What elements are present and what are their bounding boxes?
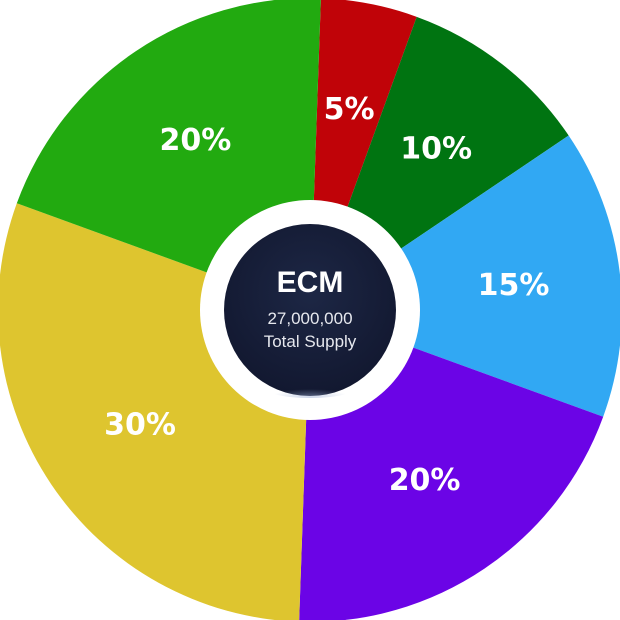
slice-label-2: 10% xyxy=(400,132,472,167)
center-badge-glow xyxy=(265,378,355,398)
slice-label-6: 20% xyxy=(159,123,231,158)
slice-label-5: 30% xyxy=(104,408,176,443)
slice-labels: 5% 10% 15% 20% 30% 20% xyxy=(104,92,549,498)
slice-label-3: 15% xyxy=(478,268,550,303)
center-badge xyxy=(224,224,396,396)
pie-slice-3 xyxy=(310,135,620,417)
slice-label-1: 5% xyxy=(324,92,375,127)
center-title: ECM xyxy=(277,266,344,299)
slice-label-4: 20% xyxy=(389,463,461,498)
center-supply-caption: Total Supply xyxy=(264,332,357,351)
center-supply-value: 27,000,000 xyxy=(267,309,352,328)
